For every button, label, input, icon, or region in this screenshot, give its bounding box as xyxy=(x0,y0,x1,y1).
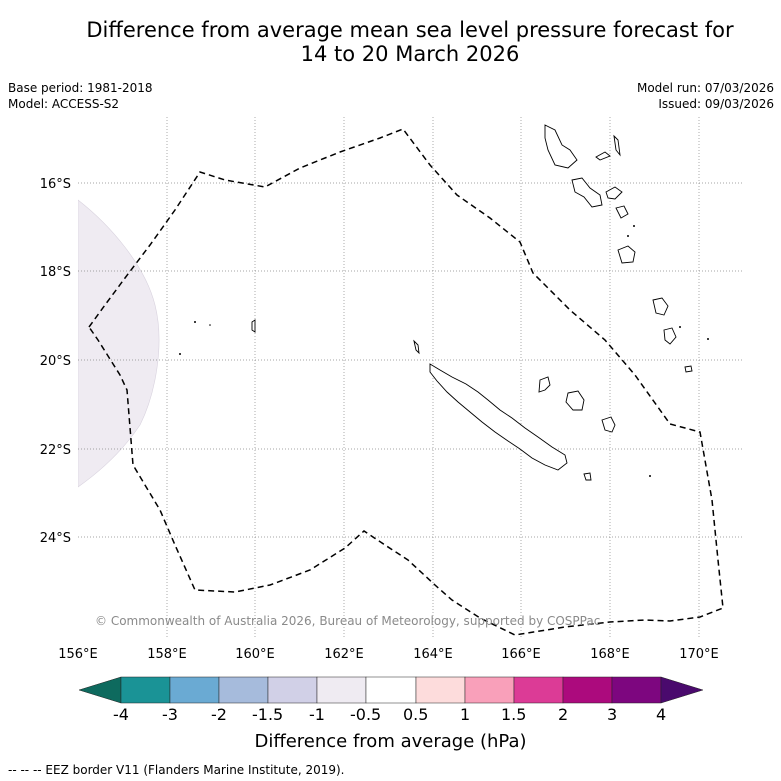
colorbar-segment xyxy=(415,676,466,704)
colorbar-tick-label: 2 xyxy=(558,705,569,724)
island-erromango xyxy=(652,297,669,316)
lon-labels: 156°E 158°E 160°E 162°E 164°E 166°E 168°… xyxy=(58,647,719,662)
islet xyxy=(633,225,635,227)
lat-label: 24°S xyxy=(40,531,71,546)
colorbar-tick-label: -0.5 xyxy=(350,705,382,724)
model-name: Model: ACCESS-S2 xyxy=(8,97,120,111)
islet xyxy=(649,475,651,477)
colorbar-segment xyxy=(611,676,662,704)
copyright-notice: © Commonwealth of Australia 2026, Bureau… xyxy=(95,614,601,628)
colorbar-segment xyxy=(464,676,515,704)
lat-label: 22°S xyxy=(40,443,71,458)
colorbar-extend-low xyxy=(78,676,122,704)
colorbar-title: Difference from average (hPa) xyxy=(254,731,527,752)
island-mare xyxy=(601,416,616,433)
pressure-anomaly-region xyxy=(78,199,160,488)
meta-left: Base period: 1981-2018 Model: ACCESS-S2 xyxy=(8,80,153,112)
map-frame xyxy=(78,117,743,637)
meta-right: Model run: 07/03/2026 Issued: 09/03/2026 xyxy=(637,80,774,112)
island-epi xyxy=(615,205,629,219)
island-belep xyxy=(413,339,420,355)
lon-label: 158°E xyxy=(147,647,187,662)
colorbar-segment xyxy=(513,676,564,704)
island-lifou xyxy=(565,390,585,411)
colorbar-tick-label: 1 xyxy=(460,705,471,724)
lon-label: 170°E xyxy=(679,647,719,662)
island-ouvea xyxy=(538,376,551,393)
lon-label: 166°E xyxy=(501,647,541,662)
islets xyxy=(179,225,709,477)
islet xyxy=(179,353,181,355)
base-period: Base period: 1981-2018 xyxy=(8,81,153,95)
colorbar-tick-label: 4 xyxy=(656,705,667,724)
issued-date: Issued: 09/03/2026 xyxy=(658,97,774,111)
colorbar-tick-label: 3 xyxy=(607,705,618,724)
colorbar xyxy=(78,676,704,704)
islet xyxy=(194,321,196,323)
islet xyxy=(627,235,629,237)
island-aneityum xyxy=(684,365,693,373)
pressure-anomaly-layer xyxy=(78,199,160,488)
colorbar-tick-label: -2 xyxy=(211,705,227,724)
lon-label: 168°E xyxy=(590,647,630,662)
colorbar-segment xyxy=(120,676,171,704)
island-new-caledonia xyxy=(429,363,568,471)
colorbar-segment xyxy=(267,676,318,704)
title-line-2: 14 to 20 March 2026 xyxy=(300,42,520,66)
eez-footnote: -- -- -- EEZ border V11 (Flanders Marine… xyxy=(8,763,345,777)
colorbar-tick-label: -1 xyxy=(309,705,325,724)
colorbar-segment xyxy=(316,676,367,704)
reef-chesterfield xyxy=(251,319,256,333)
island-espiritu-santo xyxy=(544,124,578,169)
coastlines xyxy=(251,124,693,481)
colorbar-tick-label: -1.5 xyxy=(252,705,284,724)
island-tanna xyxy=(663,327,677,345)
title-line-1: Difference from average mean sea level p… xyxy=(86,18,734,42)
island-pentecost-ambrym xyxy=(605,186,623,200)
colorbar-segment xyxy=(365,676,417,704)
lat-label: 18°S xyxy=(40,265,71,280)
lat-label: 16°S xyxy=(40,177,71,192)
model-run: Model run: 07/03/2026 xyxy=(636,81,774,95)
eez-border xyxy=(88,128,724,636)
island-ambae xyxy=(595,151,611,161)
island-malekula xyxy=(571,177,603,208)
graticule xyxy=(78,117,743,637)
island-ile-des-pins xyxy=(583,472,592,481)
colorbar-tick-label: -4 xyxy=(113,705,129,724)
islet xyxy=(209,324,211,326)
colorbar-tick-label: 0.5 xyxy=(403,705,429,724)
lon-label: 156°E xyxy=(58,647,98,662)
colorbar-extend-high xyxy=(660,676,704,704)
colorbar-segment xyxy=(169,676,220,704)
lon-label: 160°E xyxy=(235,647,275,662)
lat-label: 20°S xyxy=(40,354,71,369)
map-title: Difference from average mean sea level p… xyxy=(40,18,780,66)
lon-label: 162°E xyxy=(324,647,364,662)
colorbar-segment xyxy=(218,676,269,704)
islet xyxy=(707,338,709,340)
colorbar-tick-label: -3 xyxy=(162,705,178,724)
islet xyxy=(679,326,681,328)
colorbar-segment xyxy=(562,676,613,704)
lon-label: 164°E xyxy=(413,647,453,662)
colorbar-tick-label: 1.5 xyxy=(501,705,527,724)
island-maewo xyxy=(613,134,621,157)
lat-labels: 16°S 18°S 20°S 22°S 24°S xyxy=(40,177,71,546)
island-efate xyxy=(617,245,636,264)
